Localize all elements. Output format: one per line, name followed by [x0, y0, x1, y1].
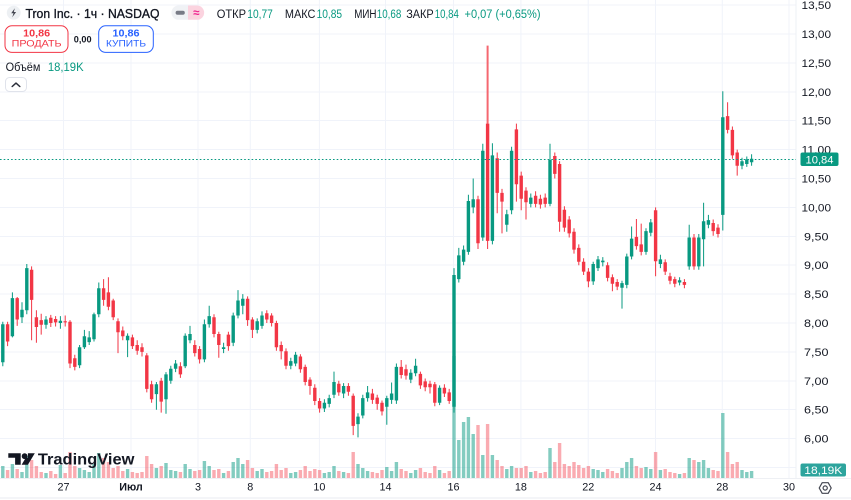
svg-text:ПРОДАТЬ: ПРОДАТЬ	[12, 39, 62, 49]
svg-text:ОТКР: ОТКР	[217, 7, 246, 21]
svg-text:10: 10	[313, 481, 325, 493]
svg-text:ЗАКР: ЗАКР	[406, 7, 434, 21]
svg-text:10,84: 10,84	[435, 7, 459, 21]
svg-text:≈: ≈	[193, 8, 200, 20]
svg-text:13,50: 13,50	[802, 0, 832, 12]
svg-text:6,50: 6,50	[804, 405, 829, 417]
svg-text:8,50: 8,50	[804, 289, 829, 301]
svg-text:11,50: 11,50	[802, 116, 832, 128]
svg-text:10,86: 10,86	[23, 27, 50, 39]
svg-text:10,68: 10,68	[377, 7, 402, 21]
svg-text:18,19K: 18,19K	[48, 60, 84, 74]
svg-text:18,19K: 18,19K	[804, 465, 843, 477]
svg-text:22: 22	[582, 481, 594, 493]
svg-text:7,50: 7,50	[804, 347, 829, 359]
svg-text:МИН: МИН	[354, 7, 376, 21]
svg-text:3: 3	[195, 481, 201, 493]
svg-text:10,00: 10,00	[802, 202, 832, 214]
svg-text:8,00: 8,00	[804, 318, 829, 330]
svg-text:24: 24	[649, 481, 661, 493]
svg-text:КУПИТЬ: КУПИТЬ	[106, 39, 146, 49]
svg-text:10,50: 10,50	[802, 174, 832, 186]
svg-text:Июл: Июл	[119, 481, 143, 493]
svg-text:0,00: 0,00	[74, 34, 92, 44]
svg-text:30: 30	[783, 481, 795, 493]
svg-text:6,00: 6,00	[804, 434, 829, 446]
svg-text:МАКС: МАКС	[285, 7, 316, 21]
svg-text:16: 16	[447, 481, 459, 493]
svg-text:13,00: 13,00	[802, 29, 832, 41]
svg-text:18: 18	[515, 481, 527, 493]
svg-text:27: 27	[57, 481, 69, 493]
svg-text:9,50: 9,50	[804, 231, 829, 243]
svg-text:Tron Inc. · 1ч · NASDAQ: Tron Inc. · 1ч · NASDAQ	[26, 6, 160, 21]
svg-text:10,85: 10,85	[317, 7, 343, 21]
svg-text:9,00: 9,00	[804, 260, 829, 272]
svg-text:7,00: 7,00	[804, 376, 829, 388]
svg-text:TradingView: TradingView	[38, 452, 135, 469]
svg-text:28: 28	[716, 481, 728, 493]
svg-text:8: 8	[247, 481, 253, 493]
svg-text:10,86: 10,86	[113, 27, 140, 39]
svg-text:14: 14	[379, 481, 391, 493]
svg-text:10,77: 10,77	[247, 7, 273, 21]
svg-text:12,00: 12,00	[802, 87, 832, 99]
svg-text:+0,07 (+0,65%): +0,07 (+0,65%)	[465, 7, 541, 21]
svg-text:10,84: 10,84	[806, 154, 834, 166]
svg-text:Объём: Объём	[6, 60, 41, 74]
svg-text:12,50: 12,50	[802, 58, 832, 70]
